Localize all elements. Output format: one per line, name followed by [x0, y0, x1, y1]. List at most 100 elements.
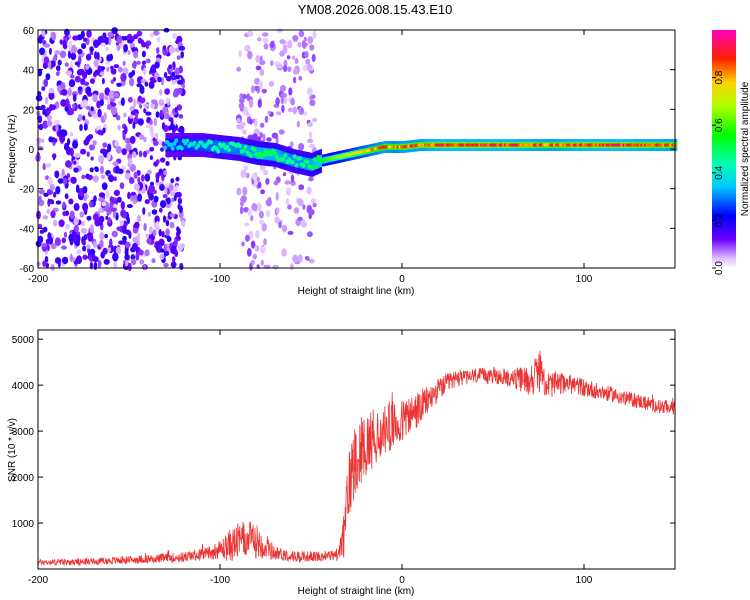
heatmap-noise-cell — [158, 139, 163, 146]
heatmap-noise-cell — [112, 161, 119, 166]
heatmap-noise-cell — [144, 81, 149, 87]
heatmap-ridge-mid — [312, 158, 315, 171]
heatmap-ridge-peak — [301, 163, 306, 168]
heatmap-noise-cell — [100, 165, 104, 175]
heatmap-noise-cell — [271, 132, 279, 139]
heatmap-noise-cell — [43, 56, 50, 64]
heatmap-noise-cell — [116, 226, 123, 232]
heatmap-noise-cell — [81, 43, 87, 49]
heatmap-noise-cell — [47, 115, 52, 121]
heatmap-noise-cell — [166, 75, 172, 82]
heatmap-noise-cell — [283, 64, 288, 73]
heatmap-noise-cell — [149, 155, 153, 161]
spectrogram-y-tick-label: -40 — [20, 224, 35, 235]
heatmap-noise-cell — [80, 228, 88, 234]
heatmap-noise-cell — [72, 93, 77, 102]
heatmap-ridge-mid — [248, 145, 251, 158]
spectrogram-panel: -200 -100 0 100 60 40 20 0 -20 -40 -60 Height of … — [7, 26, 678, 297]
heatmap-noise-cell — [279, 39, 286, 45]
heatmap-noise-cell — [82, 254, 88, 260]
heatmap-noise-cell — [301, 40, 306, 49]
heatmap-noise-cell — [82, 245, 87, 252]
heatmap-noise-cell — [270, 40, 275, 49]
spectrogram-y-tick-label: -20 — [20, 185, 35, 196]
heatmap-ridge-peak — [269, 152, 273, 157]
heatmap-noise-cell — [175, 67, 180, 76]
spectrogram-y-tick-label: -60 — [20, 264, 35, 275]
heatmap-noise-cell — [85, 244, 91, 249]
heatmap-noise-cell — [245, 234, 250, 242]
heatmap-noise-cell — [73, 224, 79, 233]
heatmap-noise-cell — [153, 117, 158, 127]
heatmap-noise-cell — [113, 92, 120, 98]
heatmap-noise-cell — [160, 147, 164, 152]
heatmap-noise-cell — [100, 42, 106, 47]
heatmap-noise-cell — [35, 94, 43, 102]
heatmap-noise-cell — [139, 259, 145, 265]
heatmap-noise-cell — [162, 49, 168, 56]
spectrogram-x-tick-label: 100 — [576, 274, 593, 285]
heatmap-noise-cell — [178, 45, 186, 51]
heatmap-noise-cell — [42, 260, 47, 268]
heatmap-noise-cell — [144, 173, 151, 182]
colorbar: 0.0 0.2 0.4 0.6 0.8 Normalized spectral ampl… — [712, 30, 750, 275]
heatmap-noise-cell — [125, 241, 131, 248]
heatmap-noise-cell — [300, 108, 304, 114]
heatmap-noise-cell — [166, 203, 171, 209]
heatmap-noise-cell — [160, 157, 166, 163]
colorbar-tick-label: 0.0 — [714, 261, 725, 275]
heatmap-noise-cell — [281, 224, 288, 233]
heatmap-ridge-mid — [279, 150, 282, 163]
heatmap-noise-cell — [274, 216, 280, 224]
heatmap-noise-cell — [166, 197, 171, 205]
heatmap-noise-cell — [163, 71, 168, 79]
heatmap-noise-cell — [97, 65, 101, 74]
heatmap-noise-cell — [291, 55, 295, 60]
colorbar-gradient — [712, 30, 736, 268]
heatmap-noise-cell — [247, 50, 253, 60]
heatmap-noise-cell — [80, 220, 86, 227]
heatmap-noise-cell — [54, 237, 62, 247]
heatmap-noise-cell — [157, 76, 162, 83]
heatmap-noise-cell — [255, 54, 260, 63]
heatmap-noise-cell — [42, 215, 49, 220]
heatmap-noise-cell — [45, 162, 52, 168]
snr-x-tick-label: 100 — [576, 575, 593, 586]
heatmap-noise-cell — [258, 80, 263, 90]
heatmap-noise-cell — [250, 240, 256, 249]
heatmap-noise-cell — [135, 252, 140, 261]
heatmap-noise-cell — [93, 262, 98, 270]
heatmap-noise-cell — [163, 262, 169, 268]
heatmap-noise-cell — [87, 233, 94, 242]
heatmap-noise-cell — [149, 32, 155, 38]
heatmap-noise-cell — [312, 117, 317, 123]
heatmap-ridge-mid — [230, 142, 234, 155]
heatmap-noise-cell — [168, 45, 175, 54]
heatmap-noise-cell — [38, 36, 43, 44]
heatmap-noise-cell — [70, 52, 77, 61]
snr-y-tick-label: 3000 — [12, 427, 35, 438]
heatmap-noise-cell — [41, 243, 48, 248]
heatmap-noise-cell — [159, 207, 163, 213]
heatmap-noise-cell — [148, 184, 155, 193]
heatmap-ridge-mid — [177, 139, 180, 151]
heatmap-ridge-peak — [248, 153, 253, 159]
heatmap-noise-cell — [83, 37, 87, 42]
heatmap-noise-cell — [121, 81, 126, 86]
heatmap-noise-cell — [281, 248, 287, 257]
heatmap-noise-cell — [105, 215, 109, 220]
heatmap-noise-cell — [54, 170, 60, 178]
heatmap-noise-cell — [253, 85, 260, 91]
heatmap-noise-cell — [241, 129, 247, 135]
heatmap-noise-cell — [106, 54, 112, 62]
heatmap-noise-cell — [68, 79, 76, 88]
heatmap-noise-cell — [127, 97, 133, 103]
heatmap-noise-cell — [70, 176, 77, 184]
heatmap-noise-cell — [131, 258, 137, 265]
heatmap-noise-cell — [70, 147, 74, 157]
heatmap-noise-cell — [89, 46, 94, 53]
heatmap-noise-cell — [292, 106, 297, 115]
heatmap-noise-cell — [53, 119, 61, 126]
heatmap-noise-cell — [65, 98, 70, 107]
heatmap-noise-cell — [92, 93, 98, 103]
